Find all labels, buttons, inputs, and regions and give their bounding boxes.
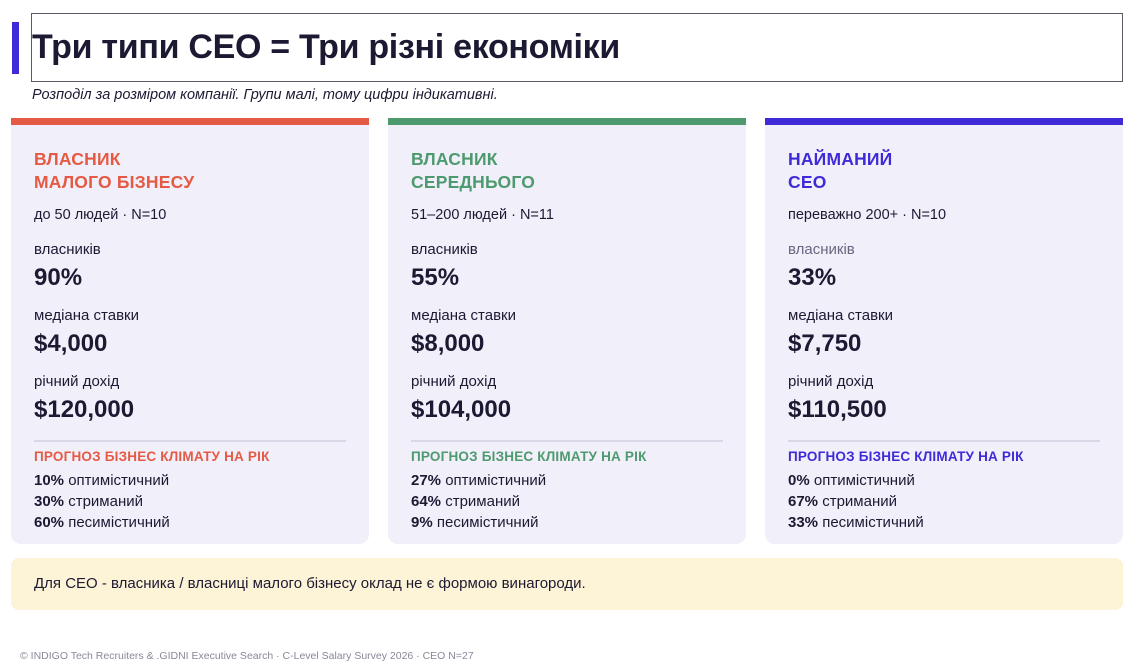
income-label: річний дохід [411,373,497,390]
card-title-line: ВЛАСНИК [411,149,498,169]
forecast-row: 67% стриманий [788,493,897,510]
card-meta: 51–200 людей · N=11 [411,207,554,223]
forecast-row: 30% стриманий [34,493,143,510]
note-banner: Для CEO - власника / власниці малого біз… [11,558,1123,610]
forecast-row: 9% песимістичний [411,514,539,531]
forecast-row: 60% песимістичний [34,514,170,531]
card-meta: до 50 людей · N=10 [34,207,167,223]
income-value: $120,000 [34,396,135,423]
rate-label: медіана ставки [411,307,516,324]
income-value: $110,500 [788,396,887,423]
card-title: ВЛАСНИК МАЛОГО БІЗНЕСУ [34,148,194,194]
forecast-row: 33% песимістичний [788,514,924,531]
forecast-title: ПРОГНОЗ БІЗНЕС КЛІМАТУ НА РІК [788,449,1024,464]
card-hired-ceo: НАЙМАНИЙ CEO переважно 200+ · N=10 власн… [765,118,1123,544]
note-text: Для CEO - власника / власниці малого біз… [34,575,586,592]
owners-label: власників [34,241,101,258]
card-divider [34,440,346,442]
income-label: річний дохід [788,373,874,390]
card-small-business-owner: ВЛАСНИК МАЛОГО БІЗНЕСУ до 50 людей · N=1… [11,118,369,544]
card-title-line: НАЙМАНИЙ [788,149,893,169]
card-top-line [388,118,746,125]
card-title-line: ВЛАСНИК [34,149,121,169]
card-divider [411,440,723,442]
page-title: Три типи CEO = Три різні економіки [32,28,621,66]
forecast-title: ПРОГНОЗ БІЗНЕС КЛІМАТУ НА РІК [34,449,270,464]
owners-value: 90% [34,264,83,291]
rate-label: медіана ставки [34,307,139,324]
owners-label: власників [788,241,855,258]
forecast-row: 27% оптимістичний [411,472,547,489]
rate-label: медіана ставки [788,307,893,324]
card-title: НАЙМАНИЙ CEO [788,148,892,194]
owners-value: 33% [788,264,837,291]
card-title-line: CEO [788,172,827,192]
card-title-line: СЕРЕДНЬОГО [411,172,536,192]
forecast-row: 10% оптимістичний [34,472,170,489]
card-top-line [765,118,1123,125]
title-frame [31,13,1123,82]
card-meta: переважно 200+ · N=10 [788,207,947,223]
card-title: ВЛАСНИК СЕРЕДНЬОГО [411,148,535,194]
card-title-line: МАЛОГО БІЗНЕСУ [34,172,195,192]
footer-credits: © INDIGO Tech Recruiters & .GIDNI Execut… [20,650,474,662]
owners-value: 55% [411,264,460,291]
owners-label: власників [411,241,478,258]
income-label: річний дохід [34,373,120,390]
rate-value: $7,750 [788,330,862,357]
card-mid-business-owner: ВЛАСНИК СЕРЕДНЬОГО 51–200 людей · N=11 в… [388,118,746,544]
forecast-row: 0% оптимістичний [788,472,915,489]
page-subtitle: Розподіл за розміром компанії. Групи мал… [32,87,498,103]
rate-value: $8,000 [411,330,485,357]
forecast-row: 64% стриманий [411,493,520,510]
title-accent-bar [12,22,19,74]
income-value: $104,000 [411,396,512,423]
card-divider [788,440,1100,442]
card-top-line [11,118,369,125]
rate-value: $4,000 [34,330,108,357]
forecast-title: ПРОГНОЗ БІЗНЕС КЛІМАТУ НА РІК [411,449,647,464]
